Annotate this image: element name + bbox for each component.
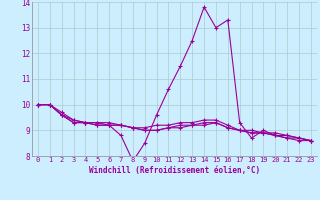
X-axis label: Windchill (Refroidissement éolien,°C): Windchill (Refroidissement éolien,°C) — [89, 166, 260, 175]
